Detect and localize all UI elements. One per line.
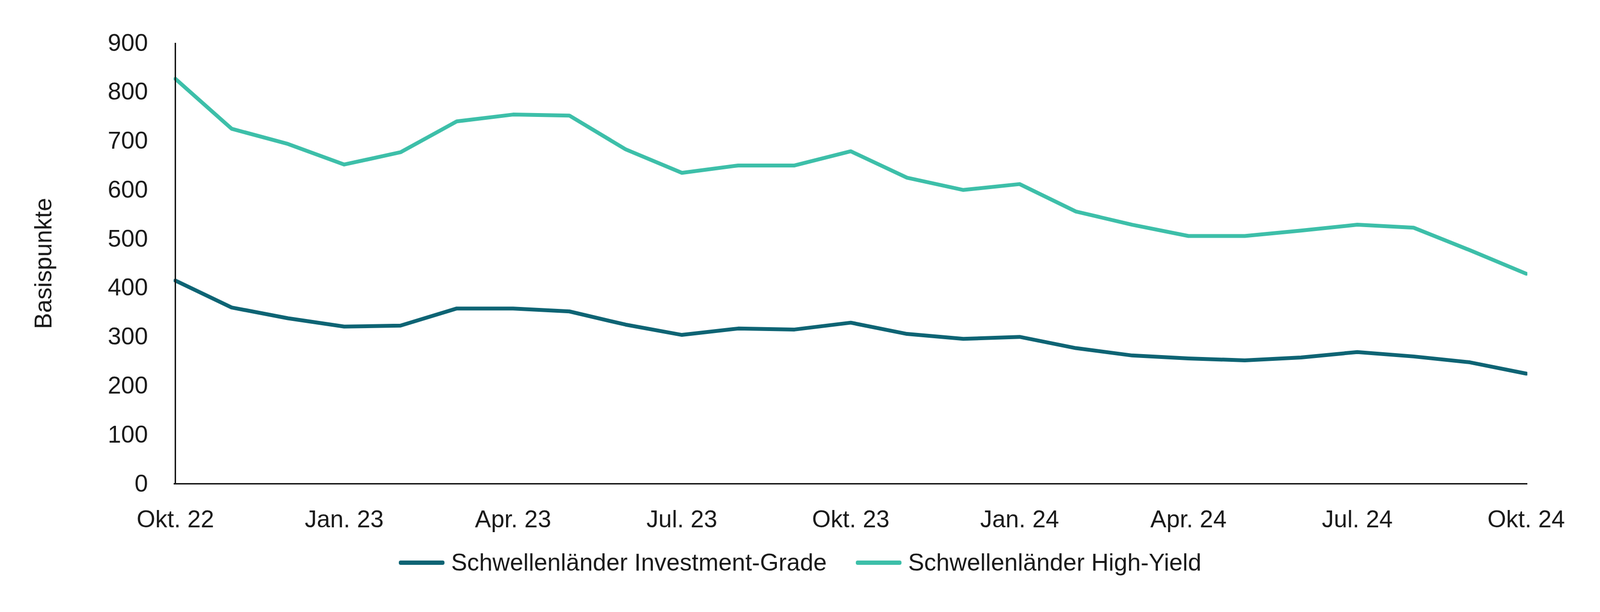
- svg-text:400: 400: [107, 273, 148, 301]
- svg-text:900: 900: [107, 29, 148, 57]
- svg-text:500: 500: [107, 225, 148, 253]
- svg-text:Okt. 23: Okt. 23: [812, 505, 890, 533]
- svg-text:Jul. 24: Jul. 24: [1321, 505, 1393, 533]
- svg-text:Jan. 24: Jan. 24: [979, 505, 1059, 533]
- svg-text:Basispunkte: Basispunkte: [29, 197, 57, 329]
- svg-text:Apr. 23: Apr. 23: [474, 505, 551, 533]
- html-text:Schwellenländer Investment-Gra: Schwellenländer Investment-Grade: [451, 548, 827, 576]
- svg-text:600: 600: [107, 176, 148, 204]
- svg-text:0: 0: [134, 469, 149, 497]
- svg-text:200: 200: [107, 371, 148, 399]
- svg-text:Jan. 23: Jan. 23: [304, 505, 384, 533]
- svg-text:Apr. 24: Apr. 24: [1150, 505, 1227, 533]
- html-text:Schwellenländer High-Yield: Schwellenländer High-Yield: [908, 548, 1202, 576]
- svg-text:Okt. 24: Okt. 24: [1487, 505, 1565, 533]
- svg-text:Okt. 22: Okt. 22: [136, 505, 215, 533]
- svg-text:800: 800: [107, 77, 148, 105]
- svg-text:Jul. 23: Jul. 23: [646, 505, 718, 533]
- svg-text:100: 100: [107, 420, 148, 448]
- svg-text:700: 700: [107, 126, 148, 154]
- svg-text:300: 300: [107, 322, 148, 350]
